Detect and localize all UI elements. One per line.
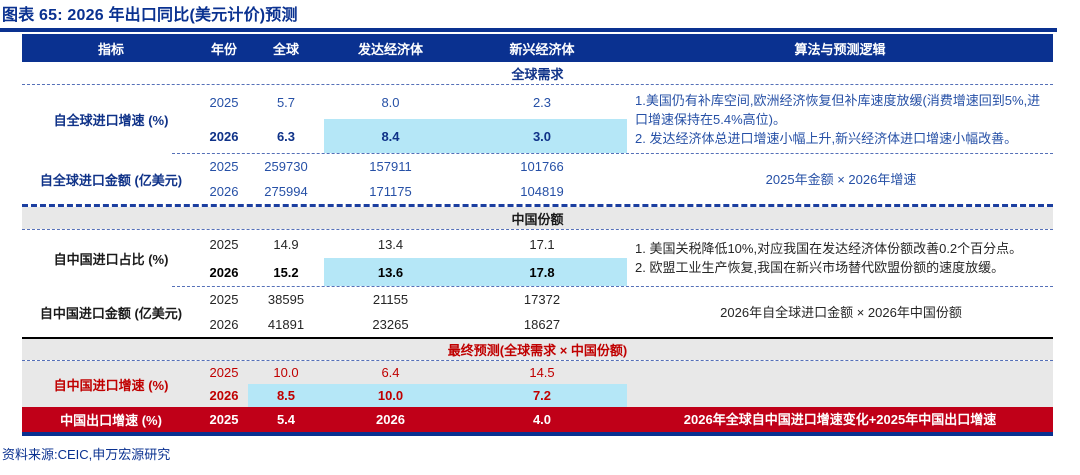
value-emerging: 18627	[523, 317, 561, 332]
value-developed: 171175	[369, 184, 412, 199]
logic-note-line: 2. 发达经济体总进口增速小幅上升,新兴经济体进口增速小幅改善。	[635, 130, 1018, 146]
value-emerging: 17.1	[529, 236, 555, 252]
year-cell: 2026	[209, 388, 239, 403]
value-emerging: 2.3	[532, 94, 552, 110]
table-bottom-border	[22, 432, 1053, 436]
indicator-label: 自全球进口增速 (%)	[53, 112, 169, 128]
value-emerging: 101766	[520, 159, 564, 174]
value-developed-highlighted: 10.0	[324, 384, 457, 407]
col-header-year: 年份	[210, 41, 237, 57]
row-china-export-growth: 中国出口增速 (%) 2025 5.4 2026 4.0 2026年全球自中国进…	[22, 407, 1053, 432]
section-band-final-forecast: 最终预测(全球需求 × 中国份额)	[22, 339, 1053, 360]
logic-notes: 2026年自全球进口金额 × 2026年中国份额	[627, 287, 1053, 337]
dotted-divider	[22, 84, 1053, 85]
title-underline	[0, 28, 1057, 32]
col-header-indicator: 指标	[97, 41, 124, 57]
value-developed: 23265	[372, 317, 409, 332]
group-global-import-growth: 自全球进口增速 (%) 2025 5.7 8.0 2.3 2026 6.3 8.…	[22, 85, 1053, 153]
value-global: 275994	[264, 184, 308, 199]
year-cell: 2025	[209, 236, 239, 252]
data-source-note: 资料来源:CEIC,申万宏源研究	[2, 447, 171, 462]
year-cell: 2025	[209, 365, 239, 380]
year-cell: 2025	[209, 292, 239, 307]
value-global: 10.0	[273, 365, 299, 380]
year-cell: 2025	[209, 94, 239, 110]
value-emerging: 4.0	[532, 412, 552, 427]
logic-note-line: 2026年全球自中国进口增速变化+2025年中国出口增速	[683, 412, 997, 427]
logic-note-line: 2. 欧盟工业生产恢复,我国在新兴市场替代欧盟份额的速度放缓。	[635, 260, 1005, 275]
group-china-import-amount: 自中国进口金额 (亿美元) 2025 38595 21155 17372 202…	[22, 287, 1053, 337]
section-band-china-share: 中国份额	[22, 207, 1053, 229]
value-global: 5.4	[276, 412, 296, 427]
value-emerging: 14.5	[529, 365, 555, 380]
value-global: 259730	[264, 159, 308, 174]
value-global: 15.2	[273, 264, 299, 280]
year-cell: 2025	[209, 159, 239, 174]
year-cell: 2026	[209, 184, 239, 199]
value-emerging: 17372	[523, 292, 561, 307]
logic-note-line: 1.美国仍有补库空间,欧洲经济恢复但补库速度放缓(消费增速回到5%,进口增速保持…	[635, 92, 1041, 127]
year-cell: 2026	[209, 264, 239, 280]
value-emerging: 104819	[520, 184, 564, 199]
indicator-label: 自中国进口金额 (亿美元)	[39, 305, 183, 321]
value-developed: 157911	[369, 159, 412, 174]
indicator-label: 中国出口增速 (%)	[60, 413, 162, 428]
group-china-import-growth: 自中国进口增速 (%) 2025 10.0 6.4 14.5 2026 8.5 …	[22, 361, 1053, 407]
logic-notes: 1. 美国关税降低10%,对应我国在发达经济体份额改善0.2个百分点。 2. 欧…	[627, 230, 1053, 286]
value-global: 14.9	[273, 236, 299, 252]
value-developed: 2026	[376, 412, 405, 427]
section-divider-dashed	[22, 204, 1053, 207]
col-header-developed: 发达经济体	[357, 41, 423, 57]
value-global: 6.3	[276, 128, 296, 144]
value-emerging-highlighted: 3.0	[457, 119, 627, 153]
dotted-divider	[172, 153, 1053, 154]
value-developed: 8.0	[381, 94, 400, 110]
value-emerging-highlighted: 7.2	[457, 384, 627, 407]
dotted-divider	[22, 229, 1053, 230]
value-developed: 13.4	[377, 236, 404, 252]
section-band-global-demand: 全球需求	[22, 62, 1053, 84]
logic-note-line: 2026年自全球进口金额 × 2026年中国份额	[720, 304, 962, 320]
figure-title: 图表 65: 2026 年出口同比(美元计价)预测	[2, 7, 298, 24]
group-china-import-share: 自中国进口占比 (%) 2025 14.9 13.4 17.1 2026 15.…	[22, 230, 1053, 286]
value-developed-highlighted: 8.4	[324, 119, 457, 153]
solid-black-divider	[22, 337, 1053, 339]
forecast-table: 指标 年份 全球 发达经济体 新兴经济体 算法与预测逻辑 全球需求 自全球进口增…	[22, 34, 1053, 436]
table-header-row: 指标 年份 全球 发达经济体 新兴经济体 算法与预测逻辑	[22, 34, 1053, 62]
value-global-highlighted: 8.5	[248, 384, 324, 407]
year-cell: 2026	[209, 128, 239, 144]
value-developed: 21155	[372, 292, 409, 307]
value-global: 41891	[267, 317, 305, 332]
dotted-divider	[172, 286, 1053, 287]
logic-note-line: 1. 美国关税降低10%,对应我国在发达经济体份额改善0.2个百分点。	[635, 241, 1023, 256]
indicator-label: 自中国进口增速 (%)	[53, 377, 169, 393]
year-cell: 2025	[209, 412, 239, 427]
value-emerging-highlighted: 17.8	[457, 258, 627, 286]
value-developed-highlighted: 13.6	[324, 258, 457, 286]
group-global-import-amount: 自全球进口金额 (亿美元) 2025 259730 157911 101766 …	[22, 154, 1053, 204]
dotted-divider	[22, 360, 1053, 361]
indicator-label: 自全球进口金额 (亿美元)	[39, 172, 183, 188]
value-developed: 6.4	[381, 365, 400, 380]
year-cell: 2026	[209, 317, 239, 332]
value-global: 38595	[267, 292, 305, 307]
indicator-label: 自中国进口占比 (%)	[53, 251, 169, 267]
col-header-global: 全球	[272, 41, 299, 57]
logic-note-line: 2025年金额 × 2026年增速	[765, 171, 917, 187]
col-header-emerging: 新兴经济体	[509, 41, 575, 57]
logic-notes: 2025年金额 × 2026年增速	[627, 154, 1053, 204]
col-header-logic: 算法与预测逻辑	[794, 41, 886, 57]
logic-notes: 1.美国仍有补库空间,欧洲经济恢复但补库速度放缓(消费增速回到5%,进口增速保持…	[627, 85, 1053, 153]
value-global: 5.7	[276, 94, 296, 110]
logic-notes-empty	[627, 361, 1053, 407]
